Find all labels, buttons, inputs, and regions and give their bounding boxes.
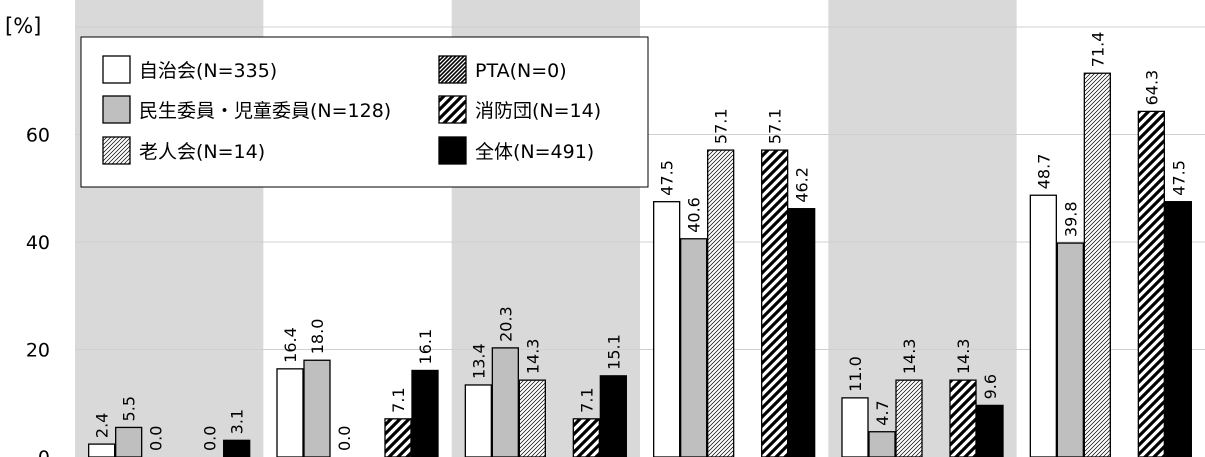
bar <box>1029 194 1057 457</box>
legend-label: PTA(N=0) <box>475 60 567 82</box>
bar-value-label: 14.3 <box>954 339 973 375</box>
y-tick-label: 40 <box>26 232 50 254</box>
bar <box>599 375 627 457</box>
bar-value-label: 4.7 <box>873 400 892 425</box>
bar-value-label: 7.1 <box>577 387 596 412</box>
y-axis: [%] 0 20 40 60 <box>5 14 50 457</box>
bar <box>1164 201 1192 457</box>
bar-value-label: 39.8 <box>1061 201 1080 237</box>
legend-box <box>80 36 649 188</box>
legend-label: 老人会(N=14) <box>139 141 265 163</box>
bar-value-label: 18.0 <box>308 319 327 355</box>
y-tick-label: 0 <box>38 447 50 457</box>
bar-value-label: 11.0 <box>846 356 865 392</box>
bar <box>707 149 735 457</box>
bars <box>88 72 1192 457</box>
bar-value-label: 16.4 <box>281 327 300 363</box>
bar <box>572 418 600 457</box>
bar <box>680 238 708 457</box>
bar <box>115 426 143 457</box>
bar <box>491 347 519 457</box>
bar-value-label: 57.1 <box>712 108 731 144</box>
y-tick-label: 60 <box>26 125 50 147</box>
bar-value-label: 64.3 <box>1142 70 1161 106</box>
bar-value-label: 0.0 <box>335 426 354 451</box>
bar <box>976 404 1004 457</box>
legend-swatch <box>438 95 467 124</box>
bar-value-label: 15.1 <box>604 334 623 370</box>
bar-value-label: 5.5 <box>120 396 139 421</box>
bar-value-label: 47.5 <box>1169 160 1188 196</box>
bar <box>949 379 977 457</box>
bar-value-label: 46.2 <box>793 167 812 203</box>
bar-value-label: 71.4 <box>1088 32 1107 68</box>
bar-value-label: 0.0 <box>147 426 166 451</box>
bar-value-label: 40.6 <box>685 197 704 233</box>
legend-swatch <box>102 55 131 84</box>
legend-label: 自治会(N=335) <box>139 60 277 82</box>
bar-value-label: 3.1 <box>228 409 247 434</box>
bar-value-label: 14.3 <box>523 339 542 375</box>
bar-value-label: 9.6 <box>981 374 1000 399</box>
bar-value-label: 13.4 <box>469 343 488 379</box>
legend-swatch <box>102 95 131 124</box>
bar <box>895 379 923 457</box>
legend-swatch <box>438 55 467 84</box>
bar <box>1083 72 1111 457</box>
bar <box>1137 110 1165 457</box>
legend: 自治会(N=335) 民生委員・児童委員(N=128) 老人会(N=14) PTA(N… <box>80 36 649 188</box>
bar <box>223 439 251 457</box>
legend-label: 民生委員・児童委員(N=128) <box>139 100 391 122</box>
bar <box>464 384 492 457</box>
bar-value-label: 2.4 <box>93 413 112 438</box>
bar-value-label: 48.7 <box>1034 154 1053 190</box>
bar <box>384 418 412 457</box>
bar <box>303 359 331 457</box>
legend-label: 消防団(N=14) <box>475 100 601 122</box>
bar <box>788 208 816 457</box>
legend-label: 全体(N=491) <box>475 141 594 163</box>
bar <box>1056 242 1084 457</box>
bar-value-label: 20.3 <box>496 306 515 342</box>
y-tick-label: 20 <box>26 340 50 362</box>
legend-swatch <box>102 136 131 165</box>
bar <box>761 149 789 457</box>
data-labels: 2.4 5.5 0.0 0.0 3.1 16.4 18.0 0.0 7.1 16.1 13.4 20.… <box>93 32 1189 451</box>
y-unit-label: [%] <box>5 14 41 38</box>
bar <box>518 379 546 457</box>
bar-value-label: 57.1 <box>766 108 785 144</box>
legend-swatch <box>438 136 467 165</box>
bar <box>276 368 304 457</box>
bar <box>411 369 439 457</box>
bar-value-label: 16.1 <box>416 329 435 365</box>
bar-value-label: 0.0 <box>201 426 220 451</box>
bar-value-label: 47.5 <box>658 160 677 196</box>
bar <box>868 431 896 457</box>
bar-value-label: 14.3 <box>900 339 919 375</box>
bar <box>653 201 681 457</box>
bar <box>841 397 869 457</box>
bar-value-label: 7.1 <box>389 387 408 412</box>
bar <box>88 443 116 457</box>
